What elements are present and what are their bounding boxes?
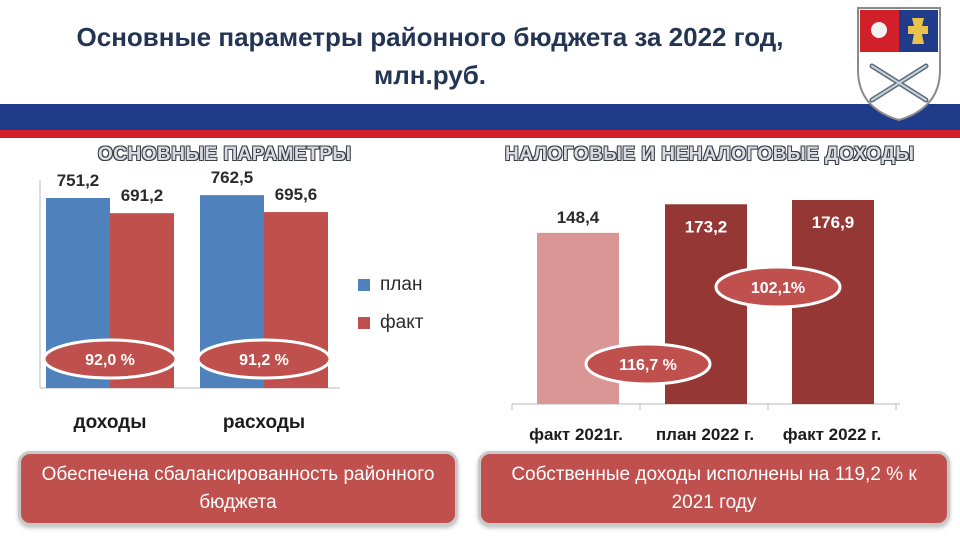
revenue-data-label-1: 148,4	[557, 208, 600, 227]
revenue-data-label-3: 176,9	[812, 213, 855, 232]
execution-badge-1	[42, 338, 178, 380]
legend-swatch-plan	[358, 279, 370, 291]
summary-box-own-revenue: Собственные доходы исполнены на 119,2 % …	[478, 451, 950, 526]
left-chart-title: ОСНОВНЫЕ ПАРАМЕТРЫ	[98, 144, 352, 165]
summary-own-revenue-text: Собственные доходы исполнены на 119,2 % …	[511, 463, 917, 513]
right-chart-title: НАЛОГОВЫЕ И НЕНАЛОГОВЫЕ ДОХОДЫ	[505, 144, 915, 165]
header-stripe-white	[0, 100, 960, 104]
revenue-category-label-3: факт 2022 г.	[783, 425, 882, 444]
legend-swatch-fact	[358, 317, 370, 329]
legend-label-plan: план	[380, 274, 423, 295]
coat-of-arms-icon	[857, 7, 941, 122]
growth-badge-2	[714, 265, 842, 309]
summary-box-balance: Обеспечена сбалансированность районного …	[18, 451, 458, 526]
data-label-plan-2: 762,5	[211, 168, 254, 187]
header-stripe-red	[0, 130, 960, 138]
data-label-fact-1: 691,2	[121, 186, 164, 205]
summary-balance-text: Обеспечена сбалансированность районного …	[41, 463, 435, 513]
revenue-category-label-2: план 2022 г.	[656, 425, 754, 444]
category-label-2: расходы	[223, 412, 305, 433]
execution-badge-label-2: 91,2 %	[239, 352, 289, 369]
growth-badge-label-2: 102,1%	[751, 280, 805, 297]
revenue-category-label-1: факт 2021г.	[529, 425, 623, 444]
title-line-1: Основные параметры районного бюджета за …	[76, 22, 784, 52]
legend-item-fact: факт	[358, 312, 423, 334]
revenue-data-label-2: 173,2	[685, 217, 728, 236]
data-label-fact-2: 695,6	[275, 185, 318, 204]
execution-badge-2	[196, 338, 332, 380]
title-line-2: млн.руб.	[374, 60, 486, 90]
growth-badge-1	[584, 342, 712, 386]
growth-badge-label-1: 116,7 %	[619, 357, 677, 374]
data-label-plan-1: 751,2	[57, 171, 100, 190]
legend-item-plan: план	[358, 274, 422, 296]
page-title: Основные параметры районного бюджета за …	[20, 18, 840, 94]
header-stripe-blue	[0, 104, 960, 130]
legend-label-fact: факт	[380, 312, 424, 333]
execution-badge-label-1: 92,0 %	[85, 352, 135, 369]
category-label-1: доходы	[74, 412, 147, 433]
